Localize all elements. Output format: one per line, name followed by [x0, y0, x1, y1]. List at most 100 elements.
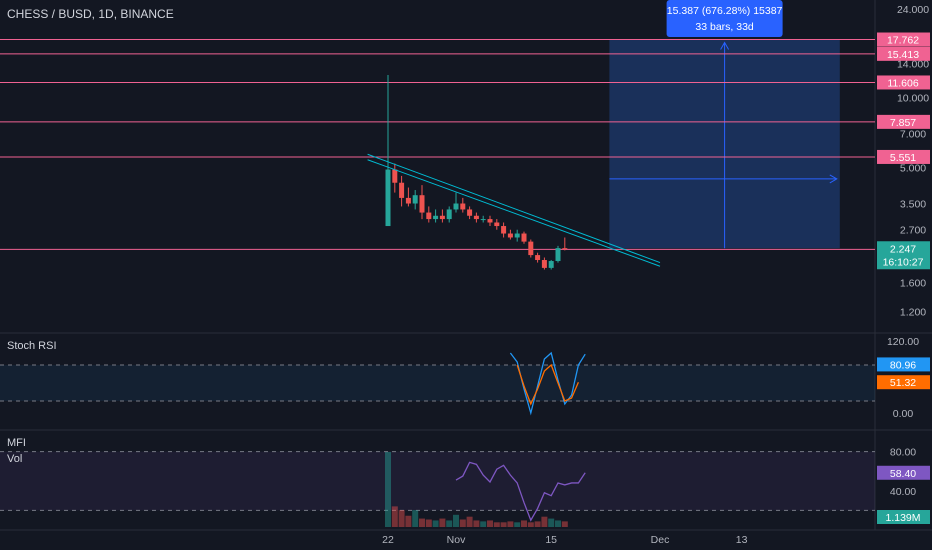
candle-body — [405, 197, 411, 204]
stoch-value-label: 80.96 — [890, 359, 916, 371]
measure-tooltip — [666, 0, 783, 37]
candle-body — [399, 182, 405, 198]
candle[interactable] — [494, 219, 500, 230]
trendline[interactable] — [367, 153, 661, 264]
candle-body — [541, 260, 547, 268]
candle-body — [385, 169, 391, 227]
volume-bar — [541, 516, 548, 527]
candle-body — [487, 219, 493, 223]
measure-tooltip-bars: 33 bars, 33d — [695, 21, 754, 33]
candle[interactable] — [555, 245, 561, 263]
level-label-box — [877, 114, 930, 129]
stoch-axis-tick: 0.00 — [893, 408, 914, 420]
price-axis-tick: 14.000 — [897, 59, 929, 71]
candle[interactable] — [514, 229, 520, 242]
volume-bar — [391, 506, 398, 527]
mfi-title: MFI — [7, 437, 26, 449]
candle[interactable] — [548, 260, 554, 270]
stoch-band-fill — [0, 365, 875, 401]
volume-value-box — [877, 510, 930, 524]
candle-body — [446, 209, 452, 220]
level-label: 5.551 — [890, 152, 916, 164]
volume-bar — [425, 519, 432, 527]
price-axis-tick: 1.200 — [900, 307, 926, 319]
trendline[interactable] — [367, 159, 661, 267]
volume-bar — [466, 516, 473, 527]
candle[interactable] — [507, 229, 513, 240]
candle[interactable] — [385, 74, 391, 227]
candle-body — [467, 209, 473, 216]
time-axis-tick: Nov — [447, 534, 466, 546]
candle-body — [562, 248, 568, 250]
mfi-axis-tick: 40.00 — [890, 486, 916, 498]
candle-body — [548, 261, 554, 268]
volume-bar — [398, 510, 405, 527]
candle[interactable] — [419, 185, 425, 220]
last-price-box — [877, 241, 930, 270]
price-axis-tick: 7.000 — [900, 129, 926, 141]
time-axis-tick: 22 — [382, 534, 394, 546]
candle-body — [392, 169, 398, 183]
candle[interactable] — [412, 190, 418, 210]
candle[interactable] — [426, 206, 432, 223]
candle[interactable] — [405, 187, 411, 207]
time-axis-tick: 15 — [545, 534, 557, 546]
candle[interactable] — [446, 206, 452, 223]
volume-bar — [527, 522, 534, 527]
volume-bar — [561, 521, 568, 527]
candle-body — [439, 215, 445, 220]
arrow-up-icon — [720, 41, 730, 50]
volume-bar — [439, 518, 446, 527]
candle-body — [528, 241, 534, 256]
stoch-value-label: 51.32 — [890, 377, 916, 389]
candle[interactable] — [535, 252, 541, 263]
stoch-value-box — [877, 375, 930, 390]
level-label: 17.762 — [887, 35, 919, 47]
candle-body — [501, 226, 507, 234]
level-label-box — [877, 75, 930, 90]
volume-bar — [453, 514, 459, 527]
candle[interactable] — [528, 239, 534, 258]
volume-bar — [473, 520, 480, 527]
level-label-box — [877, 32, 930, 47]
candle-body — [514, 233, 520, 238]
candle[interactable] — [392, 163, 398, 193]
volume-bar — [521, 520, 527, 527]
volume-bar — [385, 452, 391, 527]
candle[interactable] — [399, 175, 405, 207]
candle[interactable] — [460, 197, 466, 213]
level-label: 7.857 — [890, 117, 916, 129]
time-axis-tick: 13 — [736, 534, 748, 546]
level-label-box — [877, 149, 930, 164]
volume-bar — [507, 521, 514, 527]
volume-bar — [459, 519, 466, 527]
candle-body — [494, 222, 500, 227]
stoch-d-line — [516, 363, 579, 406]
volume-bar — [419, 518, 425, 527]
candle[interactable] — [562, 237, 568, 251]
candle[interactable] — [480, 215, 486, 223]
candle-body — [460, 203, 466, 210]
candle[interactable] — [521, 231, 527, 244]
candle[interactable] — [501, 222, 507, 238]
volume-bar — [480, 521, 487, 527]
price-axis-tick: 1.600 — [900, 278, 926, 290]
volume-bar — [514, 522, 521, 527]
price-axis-tick: 10.000 — [897, 93, 929, 105]
time-axis-tick: Dec — [651, 534, 670, 546]
candle[interactable] — [453, 192, 459, 213]
stoch-rsi-title: Stoch RSI — [7, 340, 57, 352]
candle[interactable] — [487, 215, 493, 227]
candle[interactable] — [541, 257, 547, 270]
candle[interactable] — [439, 209, 445, 223]
price-axis-tick: 2.700 — [900, 225, 926, 237]
candle[interactable] — [433, 209, 439, 223]
candle-body — [453, 203, 459, 210]
mfi-line — [455, 461, 586, 522]
candle-body — [521, 233, 527, 242]
candle[interactable] — [467, 206, 473, 220]
price-axis-tick: 24.000 — [897, 4, 929, 16]
candle[interactable] — [473, 212, 479, 223]
candle-body — [535, 255, 541, 261]
